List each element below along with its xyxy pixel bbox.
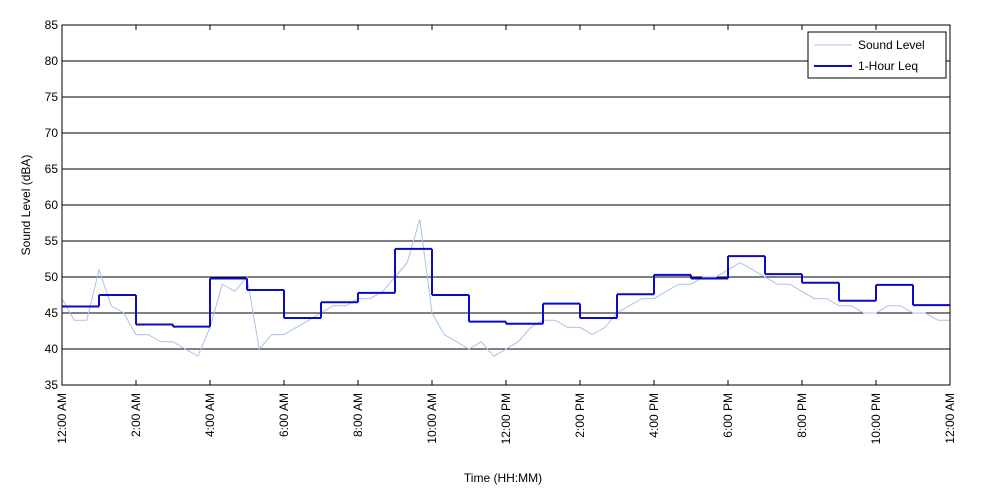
x-tick-label: 10:00 AM: [425, 393, 439, 444]
legend-label: 1-Hour Leq: [858, 59, 918, 73]
x-tick-label: 12:00 AM: [943, 393, 957, 444]
y-axis-label: Sound Level (dBA): [19, 155, 33, 256]
x-tick-label: 6:00 PM: [721, 393, 735, 438]
y-tick-label: 80: [45, 54, 59, 68]
y-tick-label: 85: [45, 18, 59, 32]
x-tick-label: 8:00 AM: [351, 393, 365, 437]
x-tick-label: 4:00 AM: [203, 393, 217, 437]
x-tick-label: 10:00 PM: [869, 393, 883, 444]
y-tick-label: 55: [45, 234, 59, 248]
legend-label: Sound Level: [858, 38, 925, 52]
y-tick-label: 45: [45, 306, 59, 320]
x-axis-label: Time (HH:MM): [464, 471, 542, 485]
x-tick-label: 2:00 PM: [573, 393, 587, 438]
y-tick-label: 35: [45, 378, 59, 392]
x-tick-label: 4:00 PM: [647, 393, 661, 438]
y-tick-label: 60: [45, 198, 59, 212]
y-tick-label: 75: [45, 90, 59, 104]
x-tick-label: 12:00 AM: [55, 393, 69, 444]
x-tick-label: 8:00 PM: [795, 393, 809, 438]
y-tick-label: 50: [45, 270, 59, 284]
y-tick-label: 40: [45, 342, 59, 356]
x-tick-label: 6:00 AM: [277, 393, 291, 437]
y-tick-label: 65: [45, 162, 59, 176]
y-tick-label: 70: [45, 126, 59, 140]
x-tick-label: 2:00 AM: [129, 393, 143, 437]
legend-box: [807, 31, 947, 79]
plot-frame: [61, 24, 951, 386]
x-tick-label: 12:00 PM: [499, 393, 513, 444]
